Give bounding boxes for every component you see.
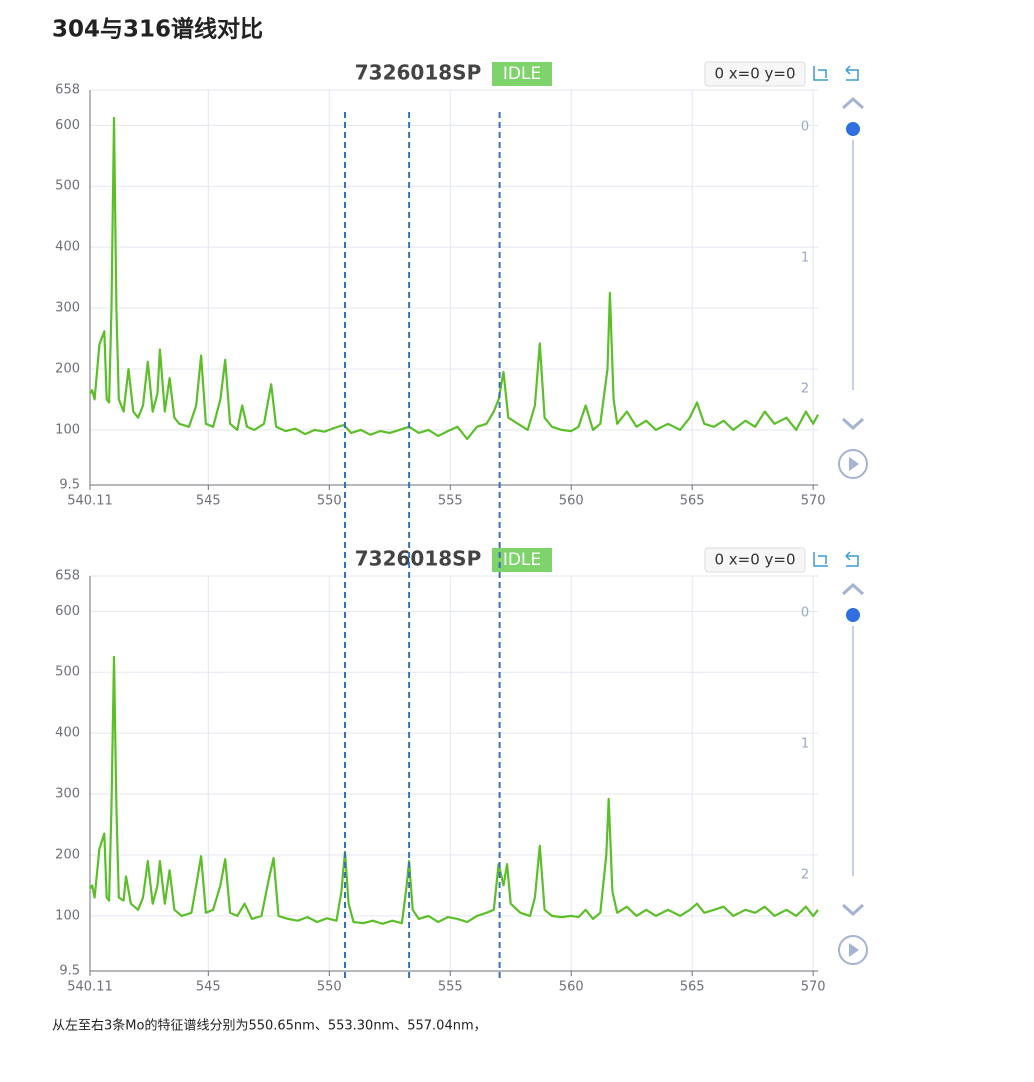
x-tick-label: 570 xyxy=(801,494,826,509)
chart-title: 7326018SP xyxy=(355,547,481,571)
slider-label: 1 xyxy=(801,251,809,266)
slider-handle[interactable] xyxy=(844,606,862,624)
chart-title: 7326018SP xyxy=(355,61,481,85)
page-title: 304与316谱线对比 xyxy=(52,16,263,43)
x-tick-label: 550 xyxy=(317,494,342,509)
y-tick-label: 200 xyxy=(55,361,80,376)
slider-label: 0 xyxy=(801,606,809,621)
y-tick-label: 400 xyxy=(55,726,80,741)
x-tick-label: 540.11 xyxy=(67,980,113,995)
x-tick-label: 555 xyxy=(438,494,463,509)
y-tick-label: 600 xyxy=(55,118,80,133)
y-tick-label: 400 xyxy=(55,240,80,255)
zoom-icon[interactable] xyxy=(813,552,828,567)
play-button[interactable] xyxy=(838,935,868,965)
y-tick-label: 300 xyxy=(55,787,80,802)
slider-handle[interactable] xyxy=(844,120,862,138)
slider-label: 1 xyxy=(801,737,809,752)
x-tick-label: 545 xyxy=(196,494,221,509)
coords-text: 0 x=0 y=0 xyxy=(714,551,795,569)
coords-box xyxy=(704,547,806,573)
x-tick-label: 560 xyxy=(559,980,584,995)
caption: 从左至右3条Mo的特征谱线分别为550.65nm、553.30nm、557.04… xyxy=(52,1018,487,1034)
slider-down[interactable] xyxy=(841,903,865,917)
slider-up[interactable] xyxy=(841,96,865,110)
x-tick-label: 550 xyxy=(317,980,342,995)
slider-down[interactable] xyxy=(841,417,865,431)
spectrum-line xyxy=(89,655,819,925)
slider-label: 2 xyxy=(801,382,809,397)
x-tick-label: 565 xyxy=(680,494,705,509)
slider-label: 2 xyxy=(801,868,809,883)
status-text: IDLE xyxy=(503,550,541,570)
status-text: IDLE xyxy=(503,64,541,84)
x-tick-label: 540.11 xyxy=(67,494,113,509)
y-tick-label: 100 xyxy=(55,908,80,923)
coords-text: 0 x=0 y=0 xyxy=(714,65,795,83)
x-tick-label: 555 xyxy=(438,980,463,995)
play-icon xyxy=(849,457,859,471)
y-tick-label: 500 xyxy=(55,179,80,194)
x-tick-label: 565 xyxy=(680,980,705,995)
y-tick-label: 200 xyxy=(55,847,80,862)
reset-icon[interactable] xyxy=(845,65,859,81)
slider-label: 0 xyxy=(801,120,809,135)
zoom-icon[interactable] xyxy=(813,66,828,81)
y-tick-label: 9.5 xyxy=(59,478,80,493)
play-icon xyxy=(849,943,859,957)
y-tick-label: 300 xyxy=(55,301,80,316)
y-tick-label: 658 xyxy=(55,83,80,98)
y-tick-label: 100 xyxy=(55,422,80,437)
status-badge xyxy=(492,62,552,86)
y-tick-label: 658 xyxy=(55,569,80,584)
x-tick-label: 560 xyxy=(559,494,584,509)
y-tick-label: 9.5 xyxy=(59,964,80,979)
x-tick-label: 545 xyxy=(196,980,221,995)
play-button[interactable] xyxy=(838,449,868,479)
status-badge xyxy=(492,548,552,572)
slider-up[interactable] xyxy=(841,582,865,596)
y-tick-label: 600 xyxy=(55,604,80,619)
spectrum-line xyxy=(89,116,819,441)
x-tick-label: 570 xyxy=(801,980,826,995)
coords-box xyxy=(704,61,806,87)
y-tick-label: 500 xyxy=(55,665,80,680)
reset-icon[interactable] xyxy=(845,551,859,567)
